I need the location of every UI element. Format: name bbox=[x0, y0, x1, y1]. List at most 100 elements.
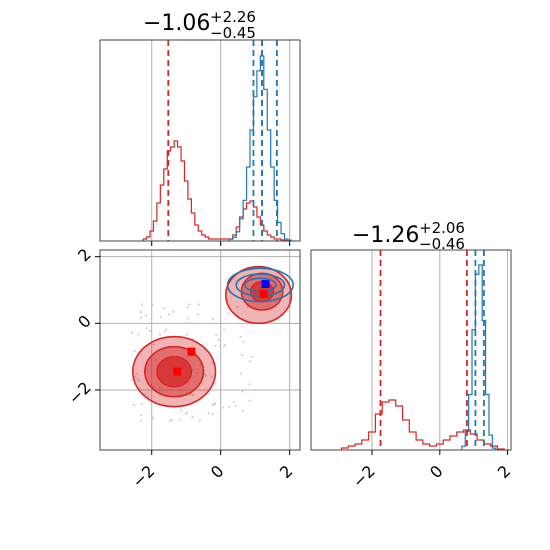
sample-point bbox=[211, 403, 214, 406]
sample-point bbox=[144, 393, 147, 396]
sample-point bbox=[248, 399, 251, 402]
title-param-2: −1.26 bbox=[352, 223, 419, 248]
marker-point bbox=[261, 280, 270, 288]
sample-point bbox=[134, 375, 137, 378]
x-tick-label: −2 bbox=[349, 461, 379, 491]
sample-point bbox=[159, 316, 162, 319]
sample-point bbox=[151, 416, 154, 419]
sample-point bbox=[198, 419, 201, 422]
sample-point bbox=[184, 413, 187, 416]
sample-point bbox=[141, 303, 144, 306]
sample-point bbox=[224, 343, 227, 346]
sample-point bbox=[242, 340, 245, 343]
sample-point bbox=[150, 417, 153, 420]
sample-point bbox=[130, 379, 133, 382]
sample-point bbox=[197, 313, 200, 316]
x-tick-label: −2 bbox=[128, 461, 158, 491]
title-param-1: −1.06 bbox=[143, 11, 210, 36]
sample-point bbox=[137, 379, 140, 382]
sample-point bbox=[228, 405, 231, 408]
marker-point bbox=[259, 290, 268, 298]
y-tick-label: −2 bbox=[65, 378, 95, 408]
y-tick-label: 2 bbox=[74, 245, 95, 266]
sample-point bbox=[151, 304, 154, 307]
sample-point bbox=[186, 317, 189, 320]
sample-point bbox=[246, 305, 249, 308]
blue-contour bbox=[226, 267, 294, 303]
sample-point bbox=[163, 307, 166, 310]
sample-point bbox=[196, 322, 199, 325]
sample-point bbox=[248, 383, 251, 386]
sample-point bbox=[211, 375, 214, 378]
sample-point bbox=[191, 394, 194, 397]
sample-point bbox=[149, 329, 152, 332]
sample-point bbox=[186, 306, 189, 309]
panel-frame bbox=[99, 39, 301, 242]
sample-point bbox=[140, 419, 143, 422]
sample-point bbox=[197, 303, 200, 306]
sample-point bbox=[250, 355, 253, 358]
sample-point bbox=[239, 335, 242, 338]
sample-point bbox=[140, 414, 143, 417]
sample-point bbox=[171, 419, 174, 422]
title-param-1-lower: −0.45 bbox=[210, 24, 256, 42]
density-layer bbox=[100, 250, 300, 450]
x-tick-label: 0 bbox=[207, 461, 228, 482]
x-tick-label: 2 bbox=[494, 461, 515, 482]
sample-point bbox=[191, 416, 194, 419]
sample-point bbox=[180, 409, 183, 412]
plot-area bbox=[311, 250, 511, 450]
sample-point bbox=[241, 354, 244, 357]
plot-area bbox=[100, 40, 300, 241]
sample-point bbox=[211, 413, 214, 416]
title-param-2-upper: +2.06 bbox=[419, 219, 465, 237]
sample-point bbox=[133, 403, 136, 406]
sample-point bbox=[152, 343, 155, 346]
sample-point bbox=[171, 310, 174, 313]
sample-point bbox=[213, 388, 216, 391]
joint-density-panel: −2 0 2 −2 0 2 bbox=[65, 245, 301, 492]
sample-point bbox=[169, 419, 172, 422]
histogram-param-1 bbox=[99, 39, 301, 246]
sample-point bbox=[241, 409, 244, 412]
sample-point bbox=[133, 350, 136, 353]
sample-point bbox=[139, 311, 142, 314]
sample-point bbox=[233, 400, 236, 403]
title-param-2-lower: −0.46 bbox=[419, 235, 465, 253]
sample-point bbox=[136, 378, 139, 381]
sample-point bbox=[158, 322, 161, 325]
sample-point bbox=[222, 345, 225, 348]
sample-point bbox=[212, 317, 215, 320]
sample-point bbox=[139, 316, 142, 319]
sample-point bbox=[135, 372, 138, 375]
sample-point bbox=[165, 328, 168, 331]
hist-red-series bbox=[340, 399, 505, 450]
sample-point bbox=[234, 404, 237, 407]
sample-point bbox=[146, 395, 149, 398]
sample-point bbox=[140, 402, 143, 405]
sample-point bbox=[137, 333, 140, 336]
sample-point bbox=[207, 411, 210, 414]
sample-point bbox=[204, 374, 207, 377]
sample-point bbox=[214, 402, 217, 405]
sample-point bbox=[241, 390, 244, 393]
sample-point bbox=[227, 312, 230, 315]
sample-point bbox=[185, 411, 188, 414]
sample-point bbox=[150, 422, 153, 425]
sample-point bbox=[158, 333, 161, 336]
sample-point bbox=[167, 313, 170, 316]
sample-point bbox=[184, 321, 187, 324]
sample-point bbox=[208, 322, 211, 325]
sample-point bbox=[131, 331, 134, 334]
sample-point bbox=[145, 327, 148, 330]
x-tick-label: 2 bbox=[276, 461, 297, 482]
sample-point bbox=[215, 333, 218, 336]
sample-point bbox=[219, 345, 222, 348]
marker-point bbox=[187, 347, 196, 356]
sample-point bbox=[217, 338, 220, 341]
sample-point bbox=[187, 303, 190, 306]
sample-point bbox=[163, 330, 166, 333]
hist-red-series bbox=[142, 140, 289, 242]
sample-point bbox=[223, 328, 226, 331]
